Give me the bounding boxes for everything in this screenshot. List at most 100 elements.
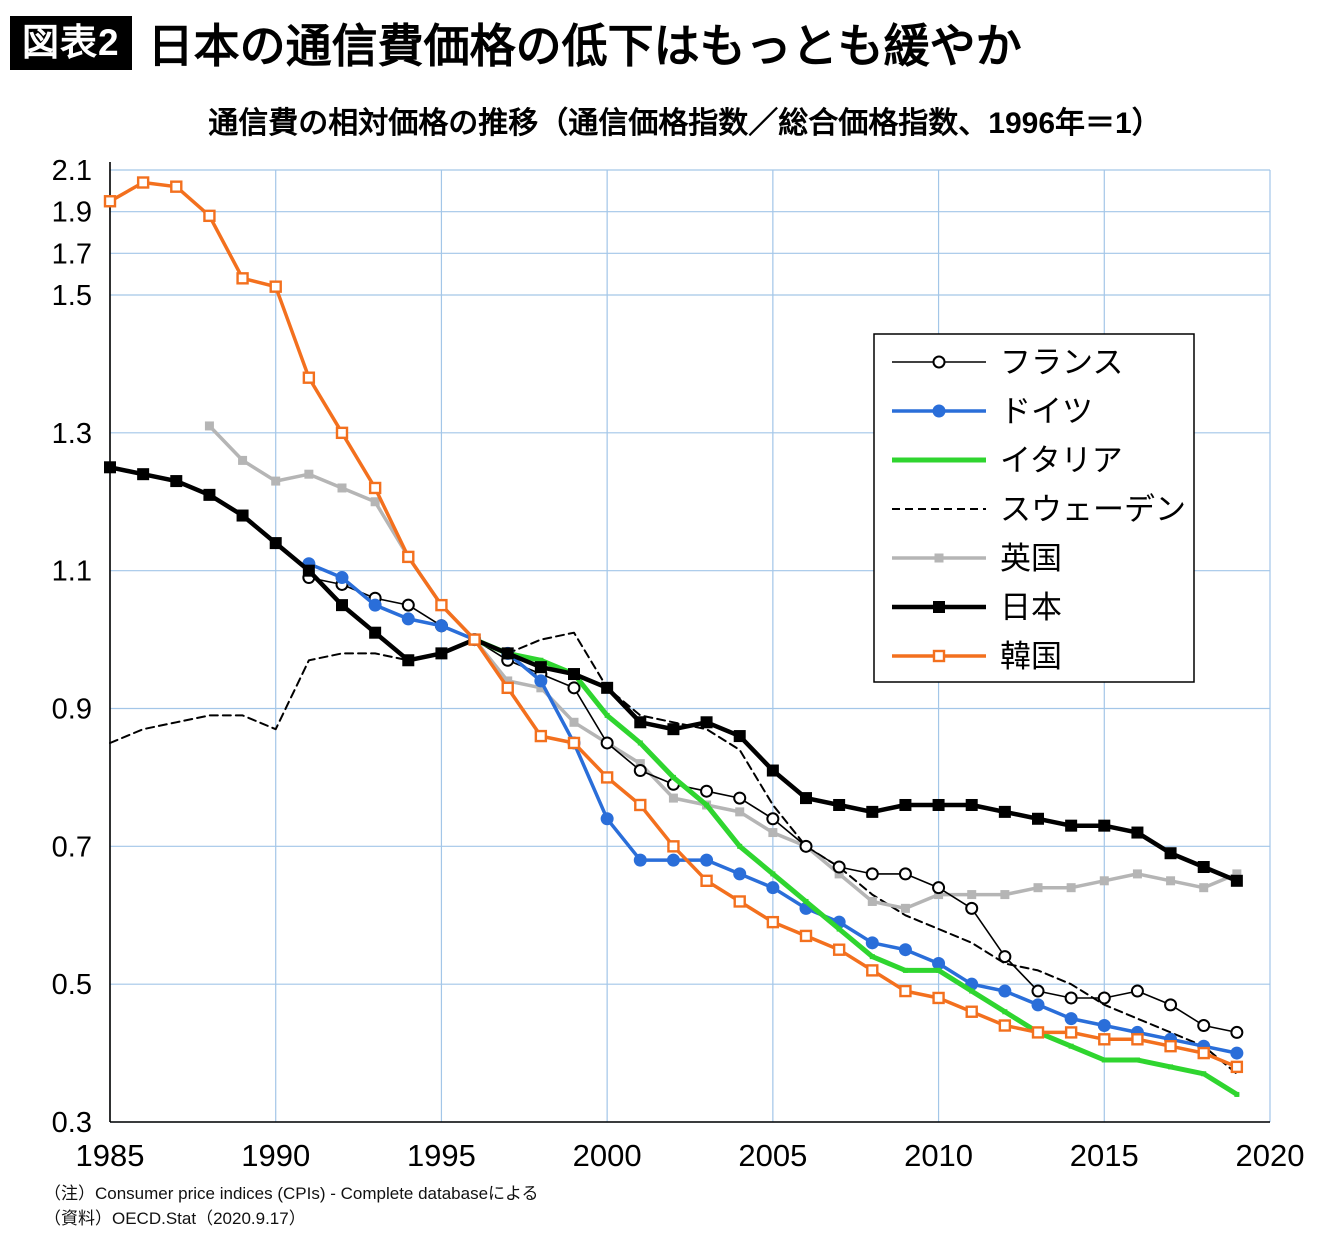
marker	[203, 488, 216, 501]
marker	[634, 798, 647, 812]
x-tick-label: 2020	[1236, 1138, 1305, 1173]
marker	[1132, 869, 1142, 879]
marker	[604, 712, 610, 718]
marker	[933, 601, 945, 613]
marker	[700, 716, 713, 729]
marker	[932, 956, 946, 970]
marker	[170, 475, 183, 488]
marker	[269, 537, 282, 550]
marker	[1097, 991, 1111, 1005]
marker	[799, 839, 813, 853]
y-tick-label: 1.5	[52, 280, 92, 312]
marker	[733, 867, 747, 881]
marker	[898, 943, 912, 957]
marker	[832, 943, 846, 956]
marker	[435, 598, 448, 612]
y-tick-label: 1.7	[52, 238, 92, 270]
marker	[1097, 1019, 1111, 1033]
marker	[700, 874, 713, 887]
marker	[766, 881, 780, 895]
marker	[1230, 1060, 1244, 1074]
marker	[1197, 861, 1210, 874]
marker	[799, 929, 813, 943]
marker	[1230, 1046, 1244, 1060]
marker	[401, 612, 415, 626]
legend-box	[873, 333, 1195, 683]
marker	[1031, 984, 1045, 998]
marker	[932, 404, 946, 418]
marker	[203, 209, 216, 223]
marker	[866, 805, 879, 818]
marker	[600, 771, 614, 784]
marker	[737, 843, 743, 849]
marker	[667, 723, 680, 736]
marker	[1197, 1019, 1211, 1033]
marker	[335, 571, 349, 585]
series-sweden	[109, 631, 1238, 1075]
marker	[832, 860, 846, 874]
marker	[865, 936, 879, 950]
marker	[936, 457, 942, 463]
y-tick-label: 1.3	[52, 418, 92, 450]
marker	[936, 967, 942, 973]
marker	[1232, 869, 1242, 879]
y-tick-label: 0.3	[52, 1107, 92, 1139]
marker	[1168, 1064, 1174, 1070]
marker	[836, 926, 842, 932]
marker	[800, 792, 812, 805]
marker	[965, 901, 979, 915]
series-uk	[204, 421, 1242, 913]
y-tick-label: 0.5	[52, 969, 92, 1001]
marker	[866, 964, 879, 977]
y-tick-label: 0.9	[52, 694, 92, 726]
x-tick-label: 2015	[1070, 1138, 1139, 1173]
marker	[833, 798, 846, 811]
marker	[932, 649, 946, 663]
marker	[1230, 874, 1243, 887]
marker	[336, 599, 348, 612]
marker	[1033, 883, 1043, 893]
marker	[1031, 998, 1045, 1012]
marker	[600, 736, 614, 750]
marker	[998, 984, 1012, 998]
x-tick-labels: 1985 1990 1995 2000 2005 2010 2015 2020	[76, 1138, 1305, 1173]
x-tick-label: 2010	[904, 1138, 973, 1173]
marker	[368, 598, 382, 612]
marker	[735, 807, 745, 817]
marker	[834, 869, 844, 879]
marker	[103, 195, 117, 208]
marker	[370, 497, 380, 507]
marker	[567, 681, 581, 695]
x-tick-label: 2000	[573, 1138, 642, 1173]
marker	[932, 881, 946, 895]
marker	[136, 176, 150, 189]
marker	[965, 1005, 978, 1018]
marker	[733, 730, 746, 743]
series-japan	[104, 461, 1243, 887]
marker	[998, 950, 1012, 964]
marker	[238, 455, 248, 465]
marker	[733, 791, 747, 805]
marker	[501, 647, 514, 660]
marker	[1101, 1057, 1107, 1063]
figure-number-badge: 図表2	[10, 15, 132, 71]
marker	[965, 798, 978, 811]
y-tick-label: 2.1	[52, 155, 92, 187]
marker	[538, 657, 544, 663]
marker	[468, 633, 481, 646]
marker	[768, 828, 778, 838]
marker	[534, 674, 548, 688]
x-tick-label: 2005	[738, 1138, 807, 1173]
marker	[934, 890, 944, 900]
marker	[932, 991, 945, 1005]
series-line-uk	[207, 424, 1239, 911]
marker	[969, 988, 975, 994]
marker	[902, 967, 908, 973]
marker	[302, 564, 315, 577]
marker	[271, 476, 281, 486]
marker	[1064, 1026, 1078, 1039]
marker	[666, 853, 680, 867]
marker	[1031, 1026, 1045, 1039]
marker	[1068, 1043, 1074, 1049]
marker	[867, 896, 877, 906]
